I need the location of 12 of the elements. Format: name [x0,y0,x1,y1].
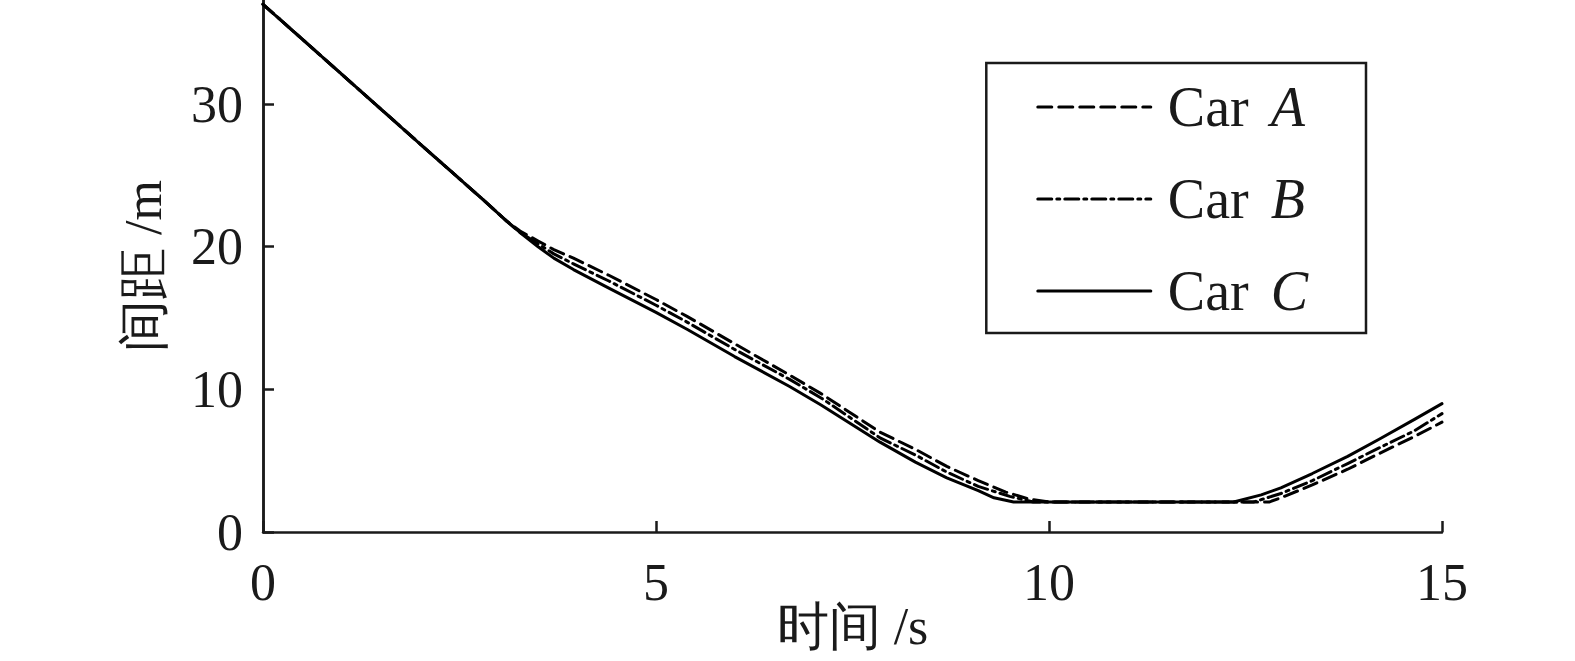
x-tick-label: 10 [1023,553,1075,611]
x-tick-label: 5 [643,553,669,611]
x-axis-title: 时间 /s [776,597,929,655]
legend-label: Car A [1167,76,1306,138]
y-tick-label: 0 [217,503,243,561]
legend-label: Car B [1167,168,1305,230]
legend-label: Car C [1167,260,1309,322]
y-axis-title: 间距 /m [114,180,172,352]
x-tick-label: 15 [1416,553,1468,611]
y-tick-label: 20 [191,218,243,276]
y-tick-label: 30 [191,75,243,133]
y-tick-label: 10 [191,360,243,418]
